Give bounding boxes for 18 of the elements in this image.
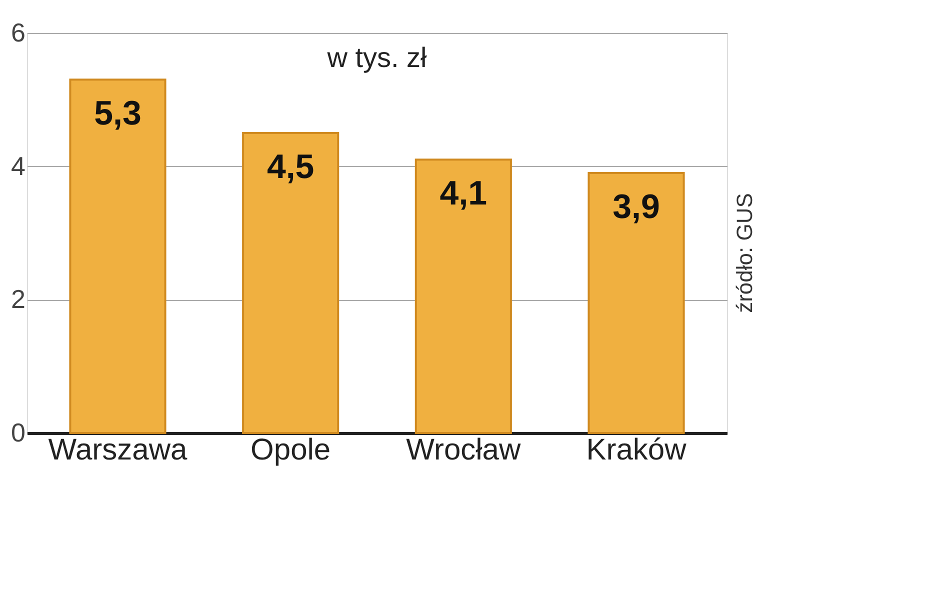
chart-subtitle: w tys. zł [326,42,428,73]
x-tick-label: Kraków [586,434,687,466]
y-tick-label: 6 [11,18,26,48]
bar [414,158,512,434]
data-label: 4,1 [440,174,488,213]
y-tick-label: 0 [11,418,26,448]
data-label: 4,5 [266,148,314,186]
y-tick-label: 2 [11,284,26,314]
bar [69,78,166,434]
data-label: 5,3 [94,94,142,133]
bar [242,132,340,434]
data-label: 3,9 [612,188,660,226]
x-tick-label: Opole [250,434,331,466]
x-tick-label: Warszawa [48,434,188,466]
text: źródło: GUS [732,193,757,313]
bar [588,172,685,434]
x-tick-label: Wrocław [406,434,521,466]
y-tick-label: 4 [11,150,26,181]
